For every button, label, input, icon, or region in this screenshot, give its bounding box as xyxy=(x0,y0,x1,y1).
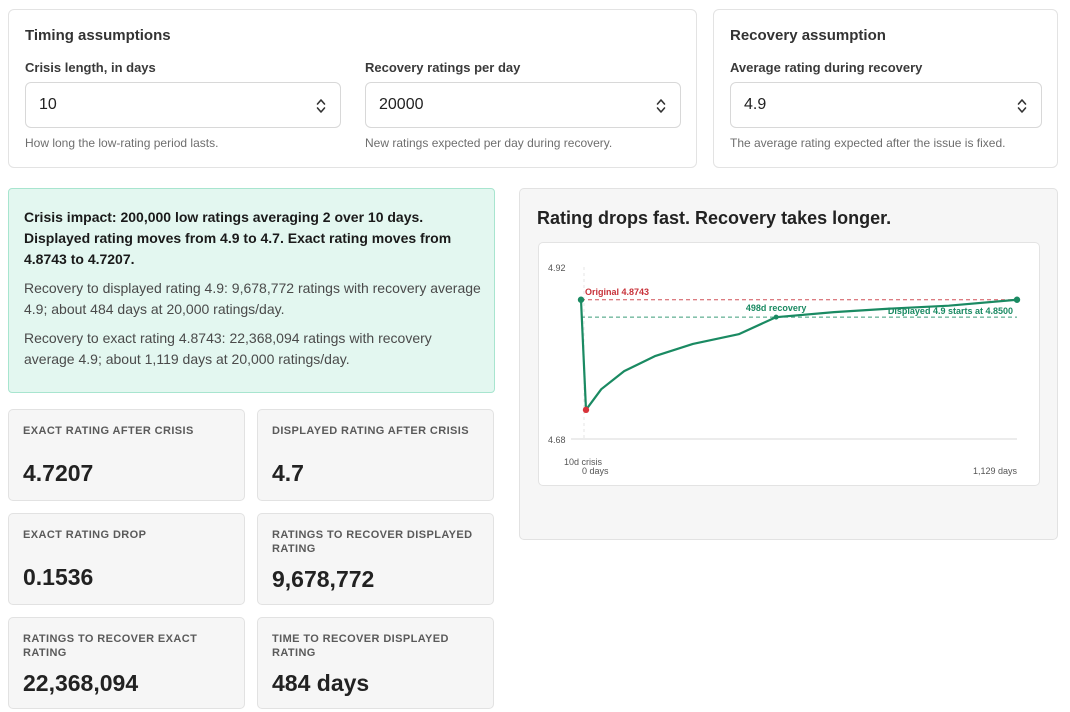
metric-value: 4.7207 xyxy=(23,460,94,486)
avg-rating-value: 4.9 xyxy=(744,96,767,113)
metric-label: Ratings to recover exact rating xyxy=(23,633,198,659)
recovery-per-day-hint: New ratings expected per day during reco… xyxy=(365,136,613,150)
reference-label-1: Displayed 4.9 starts at 4.8500 xyxy=(888,306,1013,316)
metric-card-ratings-recover-exact: Ratings to recover exact rating 22,368,0… xyxy=(8,617,245,709)
metric-card-displayed-after-crisis: Displayed rating after crisis 4.7 xyxy=(257,409,494,501)
crisis-length-hint: How long the low-rating period lasts. xyxy=(25,136,219,150)
avg-rating-input[interactable]: 4.9 xyxy=(730,82,1042,128)
number-stepper-icon[interactable] xyxy=(656,97,666,115)
metric-label: Exact rating after crisis xyxy=(23,425,194,437)
y-tick-label-top: 4.92 xyxy=(548,263,566,273)
metric-label: Time to recover displayed rating xyxy=(272,633,449,659)
metric-value: 4.7 xyxy=(272,460,304,486)
metric-card-exact-drop: Exact rating drop 0.1536 xyxy=(8,513,245,605)
metric-card-exact-after-crisis: Exact rating after crisis 4.7207 xyxy=(8,409,245,501)
number-stepper-icon[interactable] xyxy=(1017,97,1027,115)
crisis-length-input[interactable]: 10 xyxy=(25,82,341,128)
data-point-1 xyxy=(582,406,590,414)
metric-label: Ratings to recover displayed rating xyxy=(272,529,473,555)
reference-label-0: Original 4.8743 xyxy=(585,287,649,297)
crisis-length-label: Crisis length, in days xyxy=(25,60,156,75)
avg-rating-hint: The average rating expected after the is… xyxy=(730,136,1006,150)
crisis-impact-summary: Crisis impact: 200,000 low ratings avera… xyxy=(8,188,495,393)
timing-assumptions-panel: Timing assumptions Crisis length, in day… xyxy=(8,9,697,168)
recovery-panel-title: Recovery assumption xyxy=(730,27,886,44)
number-stepper-icon[interactable] xyxy=(316,97,326,115)
x-tick-label-crisis: 10d crisis xyxy=(564,457,603,467)
chart-area: 4.92 4.68 10d crisis 0 days 1,129 days Origin… xyxy=(538,242,1040,486)
annotation-point-0 xyxy=(773,314,779,320)
data-point-2 xyxy=(1013,296,1021,303)
metric-value: 0.1536 xyxy=(23,564,94,590)
recovery-assumption-panel: Recovery assumption Average rating durin… xyxy=(713,9,1058,168)
metric-label: Displayed rating after crisis xyxy=(272,425,469,437)
recovery-per-day-value: 20000 xyxy=(379,96,424,113)
data-point-0 xyxy=(577,296,585,303)
impact-headline: Crisis impact: 200,000 low ratings avera… xyxy=(24,209,452,267)
metric-label: Exact rating drop xyxy=(23,529,147,541)
annotation-label-0: 498d recovery xyxy=(746,303,807,313)
y-tick-label-bottom: 4.68 xyxy=(548,435,566,445)
metric-card-time-recover-displayed: Time to recover displayed rating 484 day… xyxy=(257,617,494,709)
metric-value: 22,368,094 xyxy=(23,670,139,696)
recovery-per-day-label: Recovery ratings per day xyxy=(365,60,521,75)
metric-value: 484 days xyxy=(272,670,370,696)
series-recovery-line-0 xyxy=(584,298,1019,411)
chart-panel: Rating drops fast. Recovery takes longer… xyxy=(519,188,1058,540)
avg-rating-label: Average rating during recovery xyxy=(730,60,923,75)
recovery-per-day-input[interactable]: 20000 xyxy=(365,82,681,128)
exact-recovery-text: Recovery to exact rating 4.8743: 22,368,… xyxy=(24,330,432,367)
chart-title: Rating drops fast. Recovery takes longer… xyxy=(537,208,892,228)
timing-panel-title: Timing assumptions xyxy=(25,27,171,44)
metric-value: 9,678,772 xyxy=(272,566,375,592)
metric-card-ratings-recover-displayed: Ratings to recover displayed rating 9,67… xyxy=(257,513,494,605)
displayed-recovery-text: Recovery to displayed rating 4.9: 9,678,… xyxy=(24,280,481,317)
series-crisis-line-0 xyxy=(579,299,588,410)
x-tick-label-end: 1,129 days xyxy=(973,466,1018,476)
x-tick-label-start: 0 days xyxy=(582,466,609,476)
crisis-length-value: 10 xyxy=(39,96,57,113)
